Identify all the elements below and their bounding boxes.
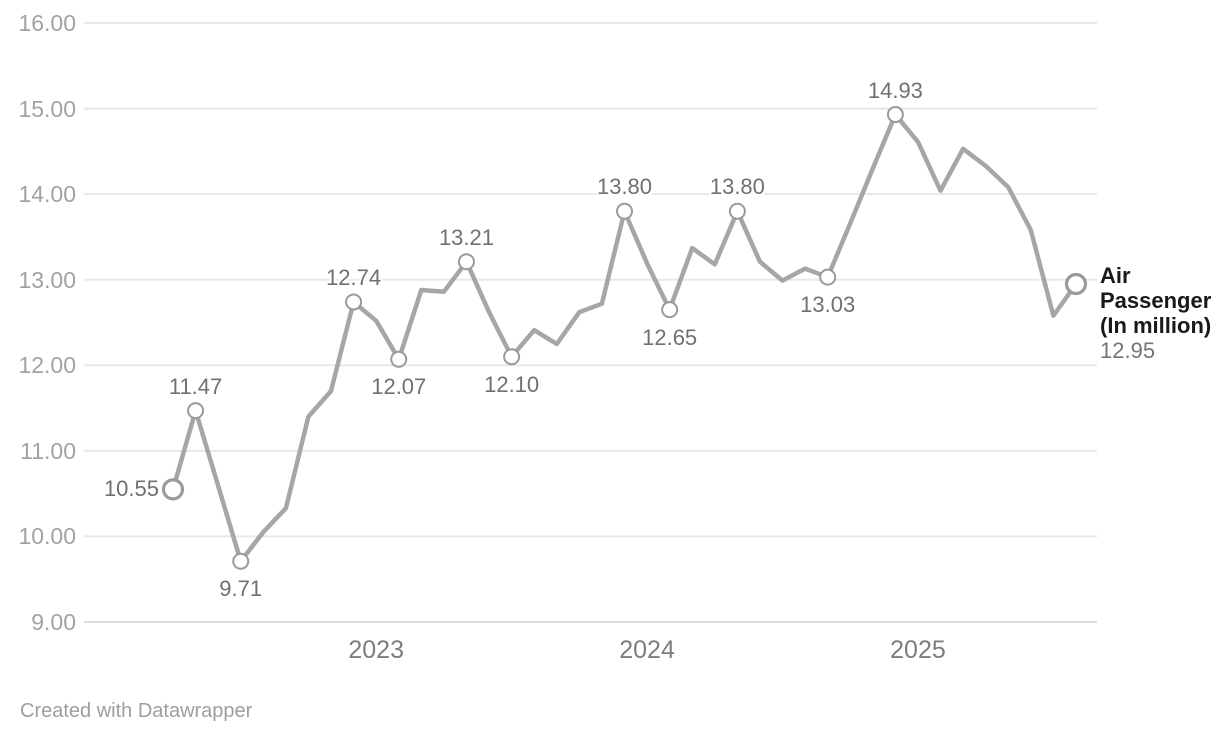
data-point-marker bbox=[886, 106, 904, 124]
y-axis-tick-label: 10.00 bbox=[18, 523, 76, 550]
y-axis-tick-label: 15.00 bbox=[18, 95, 76, 122]
data-point-marker bbox=[728, 202, 746, 220]
data-point-label: 13.03 bbox=[800, 292, 856, 318]
data-point-label: 13.80 bbox=[596, 174, 653, 200]
data-point-marker bbox=[661, 301, 679, 319]
x-axis-tick-label: 2024 bbox=[619, 636, 675, 664]
data-point-marker bbox=[819, 268, 837, 286]
data-point-label: 13.80 bbox=[709, 174, 765, 200]
y-axis-tick-label: 11.00 bbox=[20, 437, 76, 464]
y-axis-tick-label: 16.00 bbox=[18, 10, 76, 36]
y-axis-tick-label: 14.00 bbox=[18, 181, 76, 208]
data-point-marker bbox=[187, 402, 205, 420]
data-point-marker bbox=[161, 478, 185, 501]
y-axis-tick-label: 13.00 bbox=[18, 266, 76, 293]
series-title: Air Passenger (In million) bbox=[1100, 263, 1212, 338]
x-axis-tick-label: 2023 bbox=[348, 636, 404, 664]
data-point-marker bbox=[457, 253, 475, 271]
data-point-marker bbox=[232, 552, 250, 570]
data-point-label: 12.10 bbox=[484, 371, 540, 397]
data-point-marker bbox=[616, 202, 633, 220]
data-point-label: 12.65 bbox=[642, 324, 698, 350]
data-point-label: 12.07 bbox=[371, 374, 427, 400]
y-axis-tick-label: 9.00 bbox=[31, 609, 76, 635]
series-label-block: Air Passenger (In million) 12.95 bbox=[1100, 263, 1218, 363]
data-point-marker bbox=[503, 348, 521, 366]
data-point-label: 10.55 bbox=[103, 476, 159, 502]
y-axis-tick-label: 12.00 bbox=[18, 352, 76, 379]
data-point-marker bbox=[390, 350, 408, 368]
series-latest-value: 12.95 bbox=[1100, 338, 1156, 363]
x-axis-tick-label: 2025 bbox=[890, 636, 946, 664]
datawrapper-attribution-link[interactable]: Created with Datawrapper bbox=[20, 700, 253, 722]
data-point-marker bbox=[1064, 272, 1088, 296]
data-point-label: 13.21 bbox=[438, 224, 494, 250]
data-point-marker bbox=[345, 293, 363, 311]
data-point-label: 14.93 bbox=[867, 77, 923, 103]
data-point-label: 11.47 bbox=[168, 373, 223, 399]
data-point-label: 9.71 bbox=[219, 576, 263, 602]
data-point-label: 12.74 bbox=[326, 264, 382, 290]
